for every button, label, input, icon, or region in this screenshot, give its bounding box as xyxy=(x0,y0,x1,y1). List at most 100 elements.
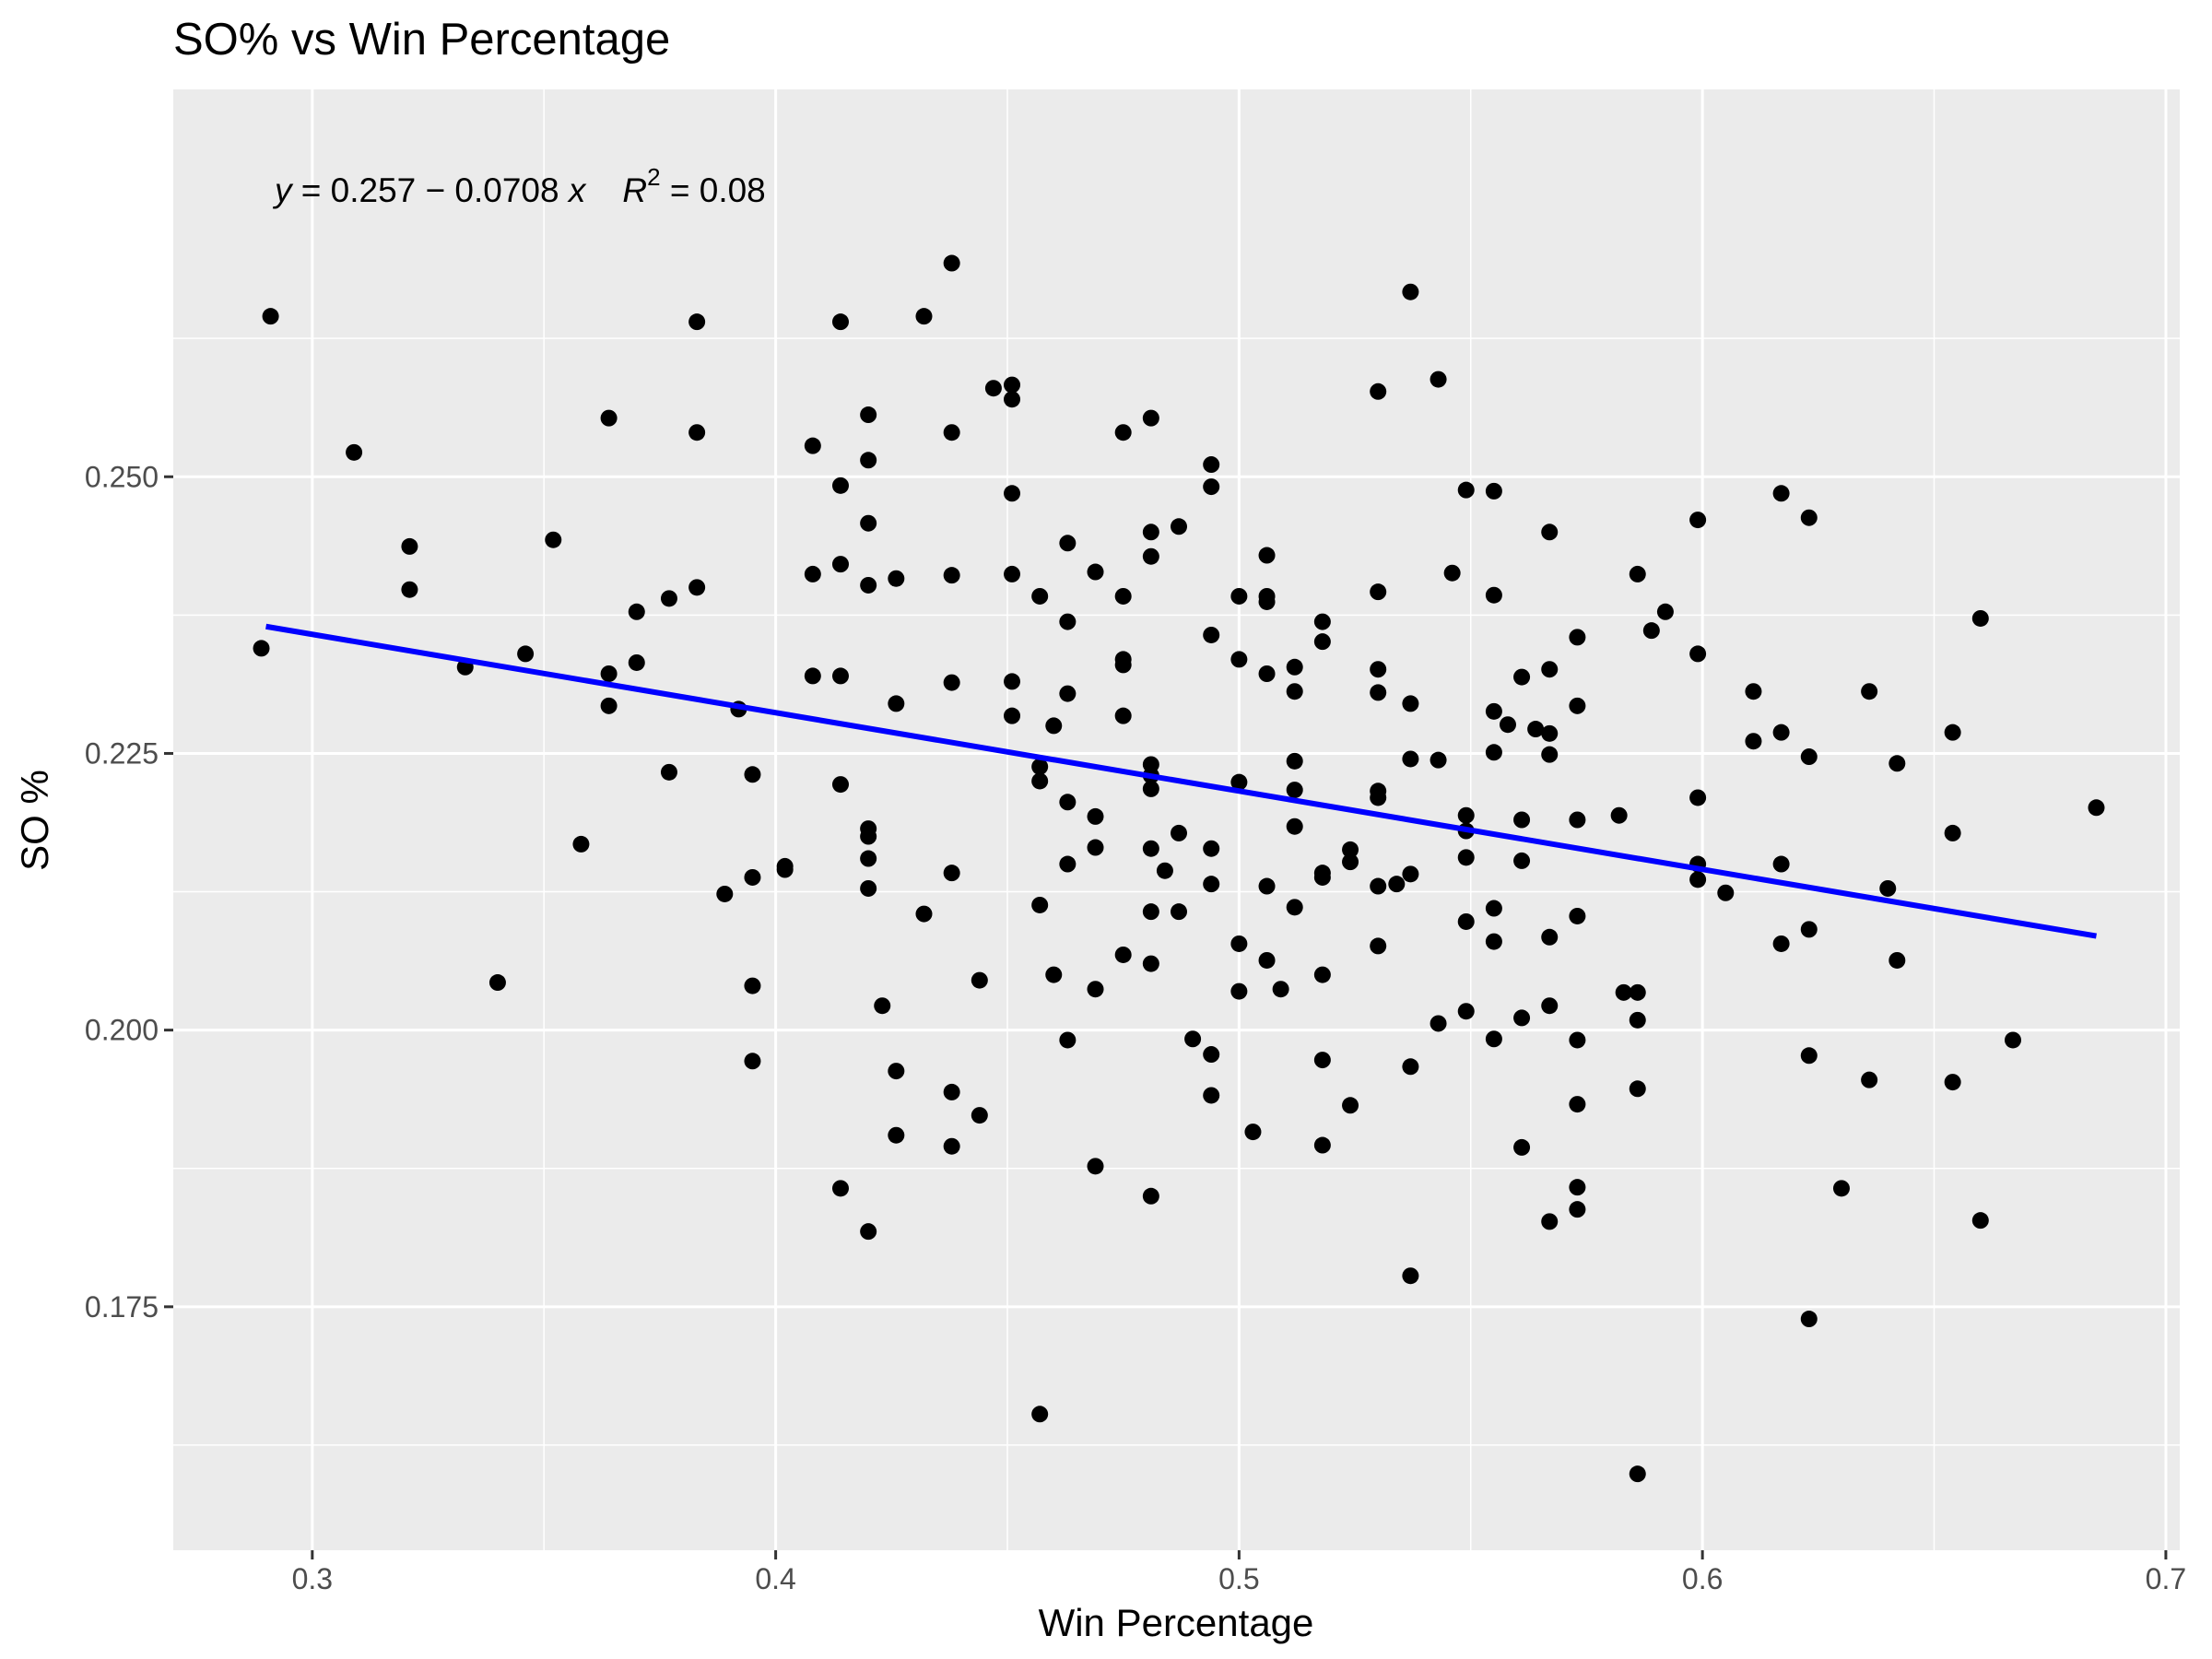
data-point xyxy=(1457,912,1475,930)
data-point xyxy=(1485,586,1502,604)
data-point xyxy=(1142,547,1159,565)
data-point xyxy=(1059,613,1077,630)
data-point xyxy=(1541,524,1559,541)
data-point xyxy=(253,640,270,657)
data-point xyxy=(1772,855,1790,873)
data-point xyxy=(1114,587,1132,605)
data-point xyxy=(1230,651,1248,668)
data-point xyxy=(1142,955,1159,972)
data-point xyxy=(943,567,960,584)
data-point xyxy=(1541,724,1559,742)
data-point xyxy=(1569,629,1586,646)
data-point xyxy=(2088,799,2105,817)
data-point xyxy=(572,835,590,853)
data-point xyxy=(1244,1124,1262,1141)
data-point xyxy=(1629,1080,1646,1098)
data-point xyxy=(888,570,905,587)
data-point xyxy=(804,565,821,582)
data-point xyxy=(1388,876,1406,893)
data-point xyxy=(1286,752,1303,770)
data-point xyxy=(831,477,849,494)
data-point xyxy=(1513,811,1531,829)
data-point xyxy=(1045,966,1063,983)
data-point xyxy=(860,452,877,469)
data-point xyxy=(1059,855,1077,873)
data-point xyxy=(860,406,877,424)
data-point xyxy=(1171,518,1188,535)
data-point xyxy=(1629,565,1646,582)
data-point xyxy=(860,514,877,532)
data-point xyxy=(262,308,279,325)
y-tick-label: 0.250 xyxy=(85,460,159,493)
data-point xyxy=(1745,683,1762,700)
data-point xyxy=(943,1083,960,1100)
data-point xyxy=(971,971,988,989)
data-point xyxy=(1402,283,1419,300)
data-point xyxy=(1485,702,1502,720)
data-point xyxy=(1457,481,1475,499)
annotation-equation: = 0.257 − 0.0708 xyxy=(292,171,569,209)
data-point xyxy=(1230,935,1248,952)
data-point xyxy=(1485,933,1502,950)
data-point xyxy=(1203,1046,1220,1064)
x-tick-label: 0.5 xyxy=(1218,1562,1259,1595)
data-point xyxy=(1286,818,1303,835)
data-point xyxy=(401,581,418,598)
data-point xyxy=(1004,485,1021,502)
data-point xyxy=(1629,1465,1646,1483)
data-point xyxy=(860,879,877,897)
data-point xyxy=(1800,509,1818,526)
data-point xyxy=(1286,782,1303,799)
annotation-r-value: = 0.08 xyxy=(661,171,766,209)
data-point xyxy=(831,776,849,794)
annotation-r-exponent: 2 xyxy=(647,163,660,191)
data-point xyxy=(1230,587,1248,605)
data-point xyxy=(1402,1267,1419,1285)
data-point xyxy=(1087,807,1104,825)
data-point xyxy=(1286,658,1303,676)
data-point xyxy=(1430,751,1447,769)
data-point xyxy=(1615,983,1632,1001)
data-point xyxy=(2005,1031,2022,1049)
data-point xyxy=(1772,485,1790,502)
data-point xyxy=(1800,1311,1818,1328)
data-point xyxy=(1569,697,1586,714)
data-point xyxy=(1569,1179,1586,1196)
data-point xyxy=(1971,609,1989,627)
data-point xyxy=(1888,951,1906,969)
data-point xyxy=(874,997,891,1015)
data-point xyxy=(1142,409,1159,427)
data-point xyxy=(1142,840,1159,857)
data-point xyxy=(1203,1087,1220,1104)
data-point xyxy=(744,868,761,886)
data-point xyxy=(1258,951,1276,969)
data-point xyxy=(628,653,645,671)
data-point xyxy=(1087,1158,1104,1175)
data-point xyxy=(888,1126,905,1144)
data-point xyxy=(1610,806,1628,824)
data-point xyxy=(688,313,706,331)
data-point xyxy=(1370,937,1387,955)
major-gridlines xyxy=(173,89,2180,1550)
x-axis: 0.3 0.4 0.5 0.6 0.7 xyxy=(292,1550,2186,1595)
data-point xyxy=(660,763,677,781)
data-point xyxy=(1342,1097,1359,1114)
chart-title: SO% vs Win Percentage xyxy=(173,15,670,65)
data-point xyxy=(860,850,877,867)
data-point xyxy=(943,674,960,691)
data-point xyxy=(1971,1212,1989,1230)
data-point xyxy=(1272,981,1289,998)
data-point xyxy=(1513,852,1531,869)
data-points xyxy=(253,254,2105,1483)
annotation-r-label: R xyxy=(622,171,647,209)
data-point xyxy=(776,857,794,875)
data-point xyxy=(1689,871,1707,888)
data-point xyxy=(1485,900,1502,917)
data-point xyxy=(628,603,645,620)
data-point xyxy=(1569,811,1586,829)
data-point xyxy=(1629,983,1646,1001)
data-point xyxy=(1745,733,1762,750)
data-point xyxy=(1313,868,1331,886)
data-point xyxy=(1513,668,1531,686)
regression-equation: y = 0.257 − 0.0708 x R2 = 0.08 xyxy=(272,163,766,209)
